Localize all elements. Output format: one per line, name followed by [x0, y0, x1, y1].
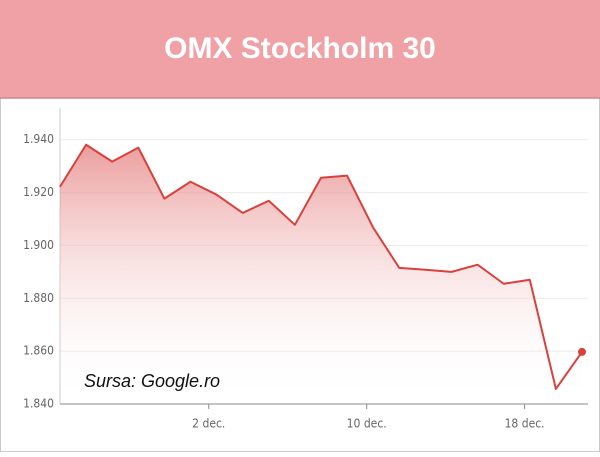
y-tick-label: 1.880: [23, 291, 54, 305]
y-tick-label: 1.900: [23, 238, 54, 252]
y-tick-label: 1.860: [23, 344, 54, 358]
last-point: [578, 347, 586, 356]
y-tick-label: 1.940: [23, 132, 54, 146]
y-tick-label: 1.920: [23, 185, 54, 199]
y-tick-label: 1.840: [23, 397, 54, 411]
source-note: Sursa: Google.ro: [84, 371, 220, 391]
x-tick-label: 2 dec.: [192, 417, 225, 431]
plot: 1.840 1.860 1.880 1.900 1.920 1.940 2 dec. 10 d…: [23, 108, 588, 431]
header: [0, 0, 600, 98]
x-tick-label: 18 dec.: [505, 417, 545, 431]
line: [59, 143, 583, 390]
x-tick-label: 10 dec.: [347, 417, 387, 431]
chart-title: OMX Stockholm 30: [164, 32, 436, 65]
area: [60, 144, 582, 404]
